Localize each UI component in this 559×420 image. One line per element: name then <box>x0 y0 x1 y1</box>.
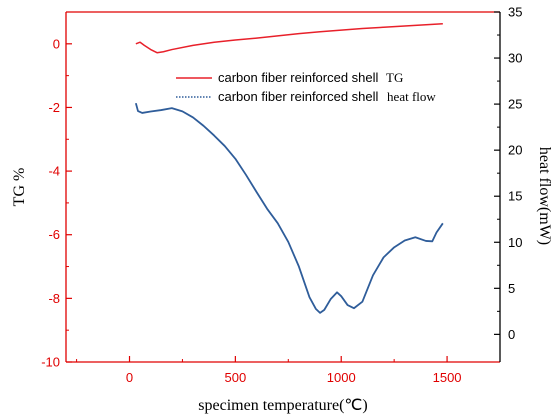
series-layer <box>134 23 444 314</box>
right-tick-label: 5 <box>508 281 515 296</box>
left-tick-label: -10 <box>41 355 60 370</box>
legend-label-heat-flow-main: carbon fiber reinforced shell <box>218 89 379 104</box>
right-tick-label: 10 <box>508 235 522 250</box>
right-tick-label: 30 <box>508 51 522 66</box>
x-tick-label: 500 <box>225 370 247 385</box>
legend-label-heat-flow: carbon fiber reinforced shell heat flow <box>218 89 436 104</box>
legend-label-tg-suffix: TG <box>386 70 403 85</box>
legend-label-tg: carbon fiber reinforced shell TG <box>218 70 403 85</box>
x-axis-ticks: 0 500 1000 1500 <box>76 356 462 385</box>
right-axis-title: heat flow(mW) <box>536 147 553 245</box>
left-tick-label: 0 <box>53 36 60 51</box>
legend-label-heat-flow-suffix: heat flow <box>387 89 436 104</box>
legend: carbon fiber reinforced shell TG carbon … <box>176 70 436 104</box>
series-line-tg <box>135 23 443 54</box>
right-tick-label: 35 <box>508 5 522 20</box>
right-tick-label: 20 <box>508 143 522 158</box>
left-axis-title: TG % <box>11 168 28 207</box>
right-axis-ticks: 0 5 10 15 20 25 30 35 <box>494 5 522 342</box>
left-tick-label: -2 <box>48 100 60 115</box>
left-tick-label: -4 <box>48 164 60 179</box>
x-tick-label: 1000 <box>327 370 356 385</box>
right-tick-label: 25 <box>508 97 522 112</box>
left-tick-label: -8 <box>48 291 60 306</box>
left-axis-ticks: 0 -2 -4 -6 -8 -10 <box>41 36 72 370</box>
right-tick-label: 0 <box>508 327 515 342</box>
x-axis-title: specimen temperature(℃) <box>198 397 367 414</box>
x-tick-label: 1500 <box>433 370 462 385</box>
x-tick-label: 0 <box>126 370 133 385</box>
legend-label-tg-main: carbon fiber reinforced shell <box>218 70 379 85</box>
series-line-heat-flow <box>134 102 444 314</box>
right-tick-label: 15 <box>508 189 522 204</box>
left-tick-label: -6 <box>48 227 60 242</box>
axes-frame <box>65 11 501 363</box>
